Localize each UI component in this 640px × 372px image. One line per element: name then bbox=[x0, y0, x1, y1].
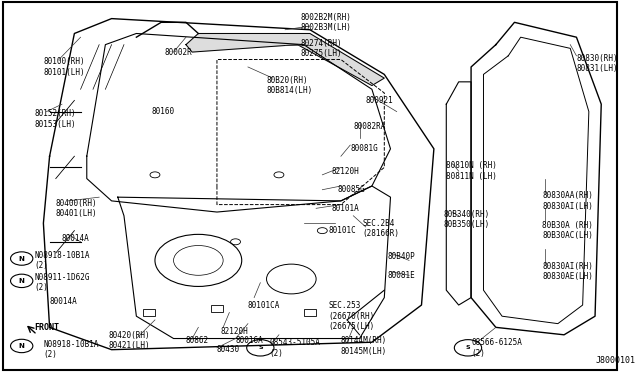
Text: 80B20(RH)
80B814(LH): 80B20(RH) 80B814(LH) bbox=[266, 76, 313, 95]
Text: 08566-6125A
(2): 08566-6125A (2) bbox=[471, 338, 522, 357]
Text: 80830AA(RH)
80830AI(LH): 80830AA(RH) 80830AI(LH) bbox=[542, 191, 593, 211]
Text: 82120H: 82120H bbox=[332, 167, 360, 176]
Text: 80144M(RH)
80145M(LH): 80144M(RH) 80145M(LH) bbox=[341, 336, 387, 356]
Text: 80016A: 80016A bbox=[236, 336, 263, 345]
Text: SEC.2B4
(28166R): SEC.2B4 (28166R) bbox=[363, 219, 399, 238]
Text: 80274(RH)
80275(LH): 80274(RH) 80275(LH) bbox=[301, 39, 342, 58]
Text: 80400(RH)
80401(LH): 80400(RH) 80401(LH) bbox=[56, 199, 97, 218]
Text: N08918-10B1A
(2): N08918-10B1A (2) bbox=[34, 251, 90, 270]
Text: 80101CA: 80101CA bbox=[248, 301, 280, 310]
Text: 80101A: 80101A bbox=[332, 204, 360, 213]
Text: N08911-1D62G
(2): N08911-1D62G (2) bbox=[34, 273, 90, 292]
Bar bbox=[143, 309, 155, 316]
Text: S: S bbox=[466, 345, 470, 350]
Text: 80081E: 80081E bbox=[387, 271, 415, 280]
Text: 80082RA: 80082RA bbox=[353, 122, 386, 131]
Text: N: N bbox=[19, 256, 24, 262]
Text: 80830AI(RH)
80830AE(LH): 80830AI(RH) 80830AE(LH) bbox=[542, 262, 593, 281]
Text: N: N bbox=[19, 278, 24, 284]
Text: 80014A: 80014A bbox=[49, 297, 77, 306]
Text: J8000101: J8000101 bbox=[595, 356, 635, 365]
Polygon shape bbox=[186, 33, 384, 86]
Text: S: S bbox=[258, 345, 262, 350]
Text: 80B340(RH)
80B350(LH): 80B340(RH) 80B350(LH) bbox=[443, 210, 490, 229]
Text: 80420(RH)
80421(LH): 80420(RH) 80421(LH) bbox=[108, 331, 150, 350]
Text: SEC.253
(26670(RH)
(26675(LH): SEC.253 (26670(RH) (26675(LH) bbox=[328, 301, 375, 331]
Text: N08918-10B1A
(2): N08918-10B1A (2) bbox=[44, 340, 99, 359]
Text: 80830(RH)
80831(LH): 80830(RH) 80831(LH) bbox=[577, 54, 618, 73]
Text: 82120H: 82120H bbox=[220, 327, 248, 336]
Text: 80B40P: 80B40P bbox=[387, 252, 415, 261]
Text: 80014A: 80014A bbox=[62, 234, 90, 243]
Bar bbox=[304, 309, 316, 316]
Text: 80862: 80862 bbox=[186, 336, 209, 345]
Text: 08543-5105A
(2): 08543-5105A (2) bbox=[269, 338, 321, 357]
Text: 8002B2M(RH)
8002B3M(LH): 8002B2M(RH) 8002B3M(LH) bbox=[301, 13, 351, 32]
Text: 80810N (RH)
80811N (LH): 80810N (RH) 80811N (LH) bbox=[446, 161, 497, 181]
Text: 80085G: 80085G bbox=[338, 185, 365, 194]
Text: 80100(RH)
80101(LH): 80100(RH) 80101(LH) bbox=[44, 57, 85, 77]
Text: 80081G: 80081G bbox=[350, 144, 378, 153]
Text: 80160: 80160 bbox=[152, 107, 175, 116]
Text: FRONT: FRONT bbox=[34, 323, 59, 332]
Text: 80B30A (RH)
80B30AC(LH): 80B30A (RH) 80B30AC(LH) bbox=[542, 221, 593, 240]
Bar bbox=[211, 305, 223, 312]
Text: N: N bbox=[19, 343, 24, 349]
Text: 80002R: 80002R bbox=[164, 48, 192, 57]
Text: 80101C: 80101C bbox=[328, 226, 356, 235]
Text: 800921: 800921 bbox=[365, 96, 394, 105]
Text: 80152(RH)
80153(LH): 80152(RH) 80153(LH) bbox=[34, 109, 76, 129]
Text: 80430: 80430 bbox=[217, 345, 240, 354]
